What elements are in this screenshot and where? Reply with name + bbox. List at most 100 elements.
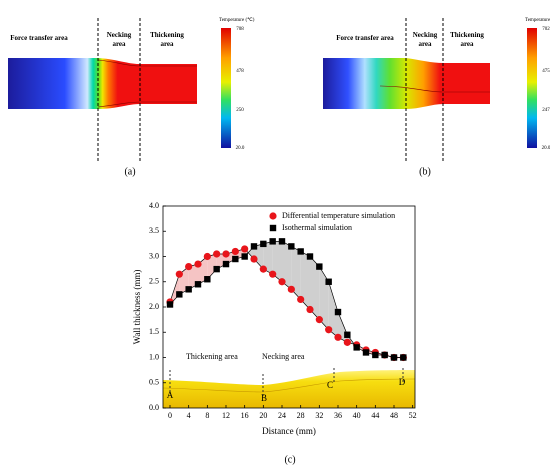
- x-tick-label: 12: [222, 411, 230, 420]
- legend-marker: [269, 224, 277, 232]
- colorbar: [527, 28, 537, 148]
- data-point: [213, 265, 220, 273]
- annotation: Necking area: [262, 352, 305, 361]
- data-point: [334, 308, 342, 316]
- data-point: [325, 278, 332, 285]
- data-point: [306, 253, 314, 260]
- colorbar-label: 702: [542, 27, 550, 32]
- data-point: [325, 326, 333, 334]
- data-point: [297, 248, 304, 255]
- difference-area: [328, 281, 338, 338]
- colorbar-title: Temperature (℃): [219, 17, 255, 23]
- annotation: A: [167, 390, 174, 400]
- data-point: [269, 238, 276, 245]
- colorbar-label: 475: [542, 69, 550, 74]
- difference-area: [310, 256, 320, 320]
- y-tick-label: 3.0: [149, 251, 159, 260]
- data-point: [250, 243, 258, 250]
- data-point: [344, 331, 351, 338]
- x-axis-label: Distance (mm): [262, 426, 316, 436]
- y-tick-label: 1.0: [149, 352, 159, 361]
- data-point: [316, 263, 323, 270]
- data-point: [315, 316, 323, 324]
- colorbar-label: 478: [236, 69, 244, 74]
- difference-area: [263, 241, 273, 275]
- difference-area: [300, 251, 310, 310]
- data-point: [213, 250, 221, 258]
- annotation: C: [327, 380, 333, 390]
- colorbar-label: 20.0: [542, 146, 550, 151]
- y-tick-label: 2.5: [149, 277, 159, 286]
- data-point: [194, 260, 202, 268]
- legend-label: Isothermal simulation: [282, 223, 352, 232]
- tube-simulation: [8, 58, 197, 109]
- annotation: Thickening area: [186, 352, 238, 361]
- data-point: [278, 238, 286, 245]
- data-point: [362, 349, 370, 356]
- x-tick-label: 36: [334, 411, 342, 420]
- colorbar-title: Temperature (℃): [525, 17, 550, 23]
- y-tick-label: 1.5: [149, 327, 159, 336]
- data-point: [185, 286, 192, 293]
- y-tick-label: 0.0: [149, 403, 159, 412]
- colorbar-label: 247: [542, 108, 550, 113]
- area-label: Thickening area: [450, 31, 484, 48]
- difference-area: [291, 246, 301, 300]
- data-point: [334, 333, 342, 341]
- data-point: [372, 351, 379, 359]
- data-point: [222, 250, 230, 258]
- x-tick-label: 4: [187, 411, 191, 420]
- data-point: [204, 276, 211, 283]
- data-point: [269, 270, 277, 278]
- colorbar-label: 20.0: [236, 146, 245, 151]
- data-point: [260, 240, 267, 248]
- data-point: [241, 253, 248, 260]
- legend-marker: [269, 212, 277, 220]
- data-point: [231, 247, 239, 256]
- area-label: Necking area: [412, 31, 438, 48]
- data-point: [250, 255, 258, 263]
- panel-caption: (c): [284, 454, 295, 465]
- data-point: [222, 260, 230, 268]
- y-tick-label: 4.0: [149, 201, 159, 210]
- data-point: [288, 243, 295, 250]
- colorbar-label: 708: [236, 27, 244, 32]
- area-label: Necking area: [106, 31, 132, 48]
- area-label: Thickening area: [150, 31, 184, 48]
- y-axis-label: Wall thickness (mm): [132, 270, 142, 345]
- data-point: [194, 281, 202, 288]
- panel-caption: (a): [124, 166, 135, 177]
- colorbar-label: 250: [236, 108, 244, 113]
- x-tick-label: 28: [297, 411, 305, 420]
- area-label: Force transfer area: [10, 34, 68, 42]
- x-tick-label: 44: [371, 411, 379, 420]
- x-tick-label: 40: [353, 411, 361, 420]
- difference-area: [254, 243, 264, 270]
- y-tick-label: 3.5: [149, 226, 159, 235]
- annotation: B: [261, 393, 267, 403]
- data-point: [259, 265, 267, 273]
- colorbar: [221, 28, 231, 148]
- difference-area: [282, 241, 292, 290]
- y-tick-label: 2.0: [149, 302, 159, 311]
- data-point: [232, 255, 239, 263]
- data-point: [241, 245, 249, 253]
- x-tick-label: 48: [390, 411, 398, 420]
- x-tick-label: 52: [409, 411, 417, 420]
- data-point: [278, 278, 286, 286]
- tube-schematic-line: [162, 378, 416, 393]
- panel-caption: (b): [419, 166, 431, 177]
- x-tick-label: 8: [205, 411, 209, 420]
- data-point: [176, 291, 183, 298]
- data-point: [353, 344, 360, 351]
- data-point: [166, 301, 174, 308]
- data-point: [343, 338, 351, 346]
- data-point: [381, 351, 388, 359]
- tube-edge: [379, 85, 490, 93]
- x-tick-label: 20: [259, 411, 267, 420]
- annotation: D: [399, 377, 406, 387]
- data-point: [203, 252, 211, 261]
- data-point: [175, 270, 183, 278]
